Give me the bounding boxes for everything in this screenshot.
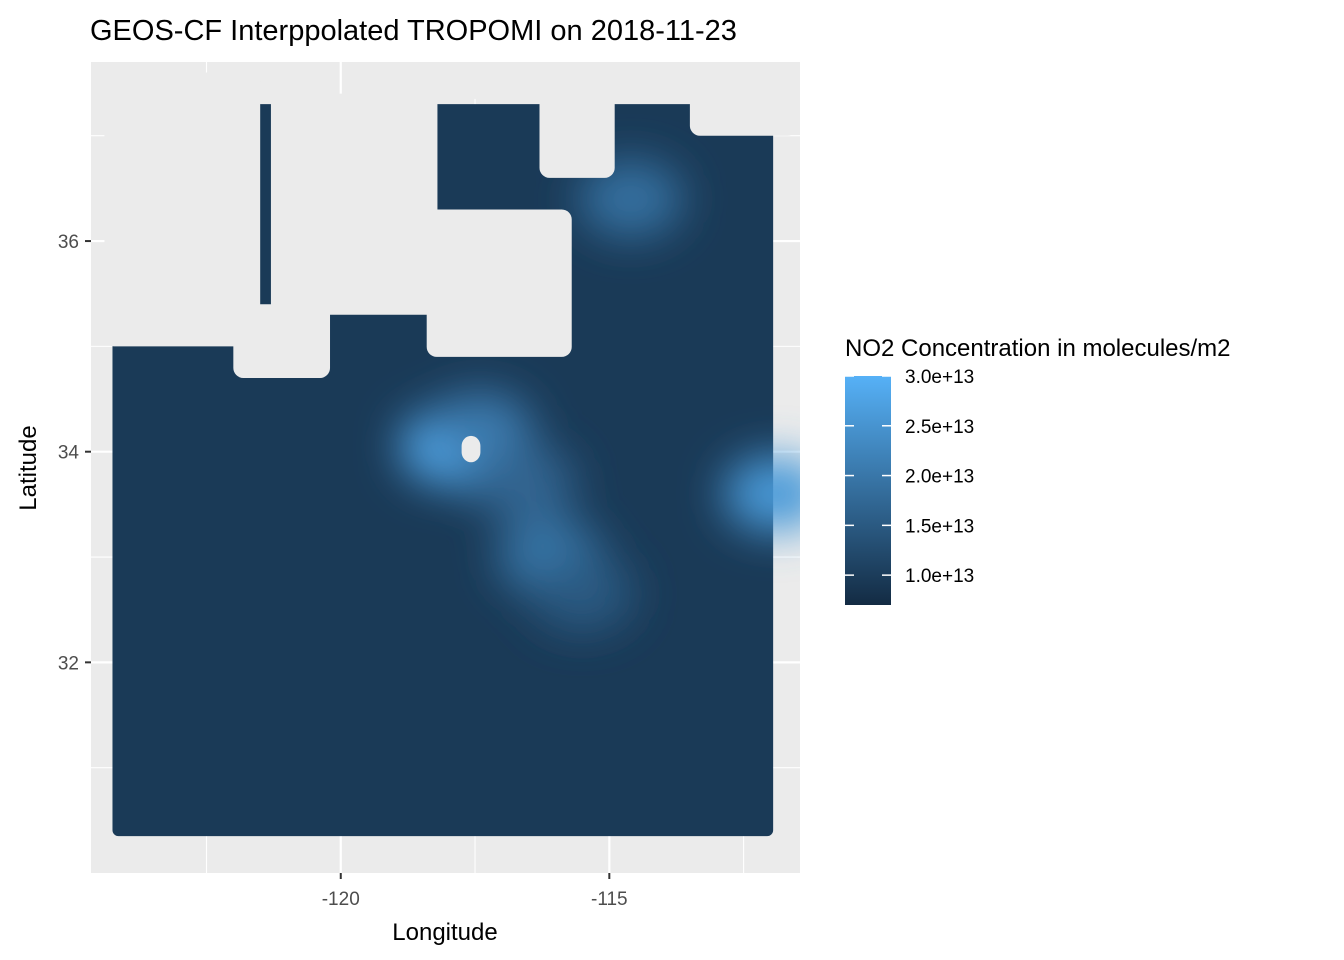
no-data-layer — [104, 62, 798, 463]
no-data-region — [539, 83, 615, 178]
y-tick-label: 34 — [58, 443, 80, 464]
legend-break-label: 1.0e+13 — [905, 566, 974, 587]
legend-break-label: 3.0e+13 — [905, 367, 974, 388]
no-data-region — [442, 62, 771, 99]
plot-panel — [91, 62, 800, 873]
x-tick-label: -120 — [322, 889, 360, 910]
x-tick-label: -115 — [591, 889, 628, 910]
y-axis-title: Latitude — [15, 425, 42, 510]
no-data-region — [233, 304, 331, 378]
x-axis: -120 -115 — [322, 873, 628, 910]
no-data-region — [270, 93, 438, 315]
no-data-region — [461, 435, 481, 463]
hotspot-mark — [578, 160, 683, 237]
hotspot-mark — [471, 445, 576, 522]
x-axis-title: Longitude — [392, 919, 497, 946]
hotspot-mark — [530, 555, 635, 632]
y-tick-label: 32 — [58, 653, 79, 674]
legend-breaks: 3.0e+13 2.5e+13 2.0e+13 1.5e+13 1.0e+13 — [845, 367, 974, 587]
y-axis: 32 34 36 — [58, 232, 91, 674]
y-tick-label: 36 — [58, 232, 79, 253]
hotspot-layer — [401, 160, 800, 632]
chart-title: GEOS-CF Interppolated TROPOMI on 2018-11… — [90, 15, 737, 47]
legend-break-label: 1.5e+13 — [905, 516, 974, 537]
legend-colorbar — [845, 376, 891, 605]
no-data-region — [104, 72, 261, 347]
hotspot-mark — [723, 455, 800, 532]
legend-break-label: 2.5e+13 — [905, 417, 974, 438]
data-layer — [104, 62, 800, 837]
no-data-region — [426, 209, 572, 357]
legend-title: NO2 Concentration in molecules/m2 — [845, 335, 1231, 362]
legend-break-label: 2.0e+13 — [905, 467, 974, 488]
legend: NO2 Concentration in molecules/m2 3.0e+1… — [845, 335, 1231, 605]
